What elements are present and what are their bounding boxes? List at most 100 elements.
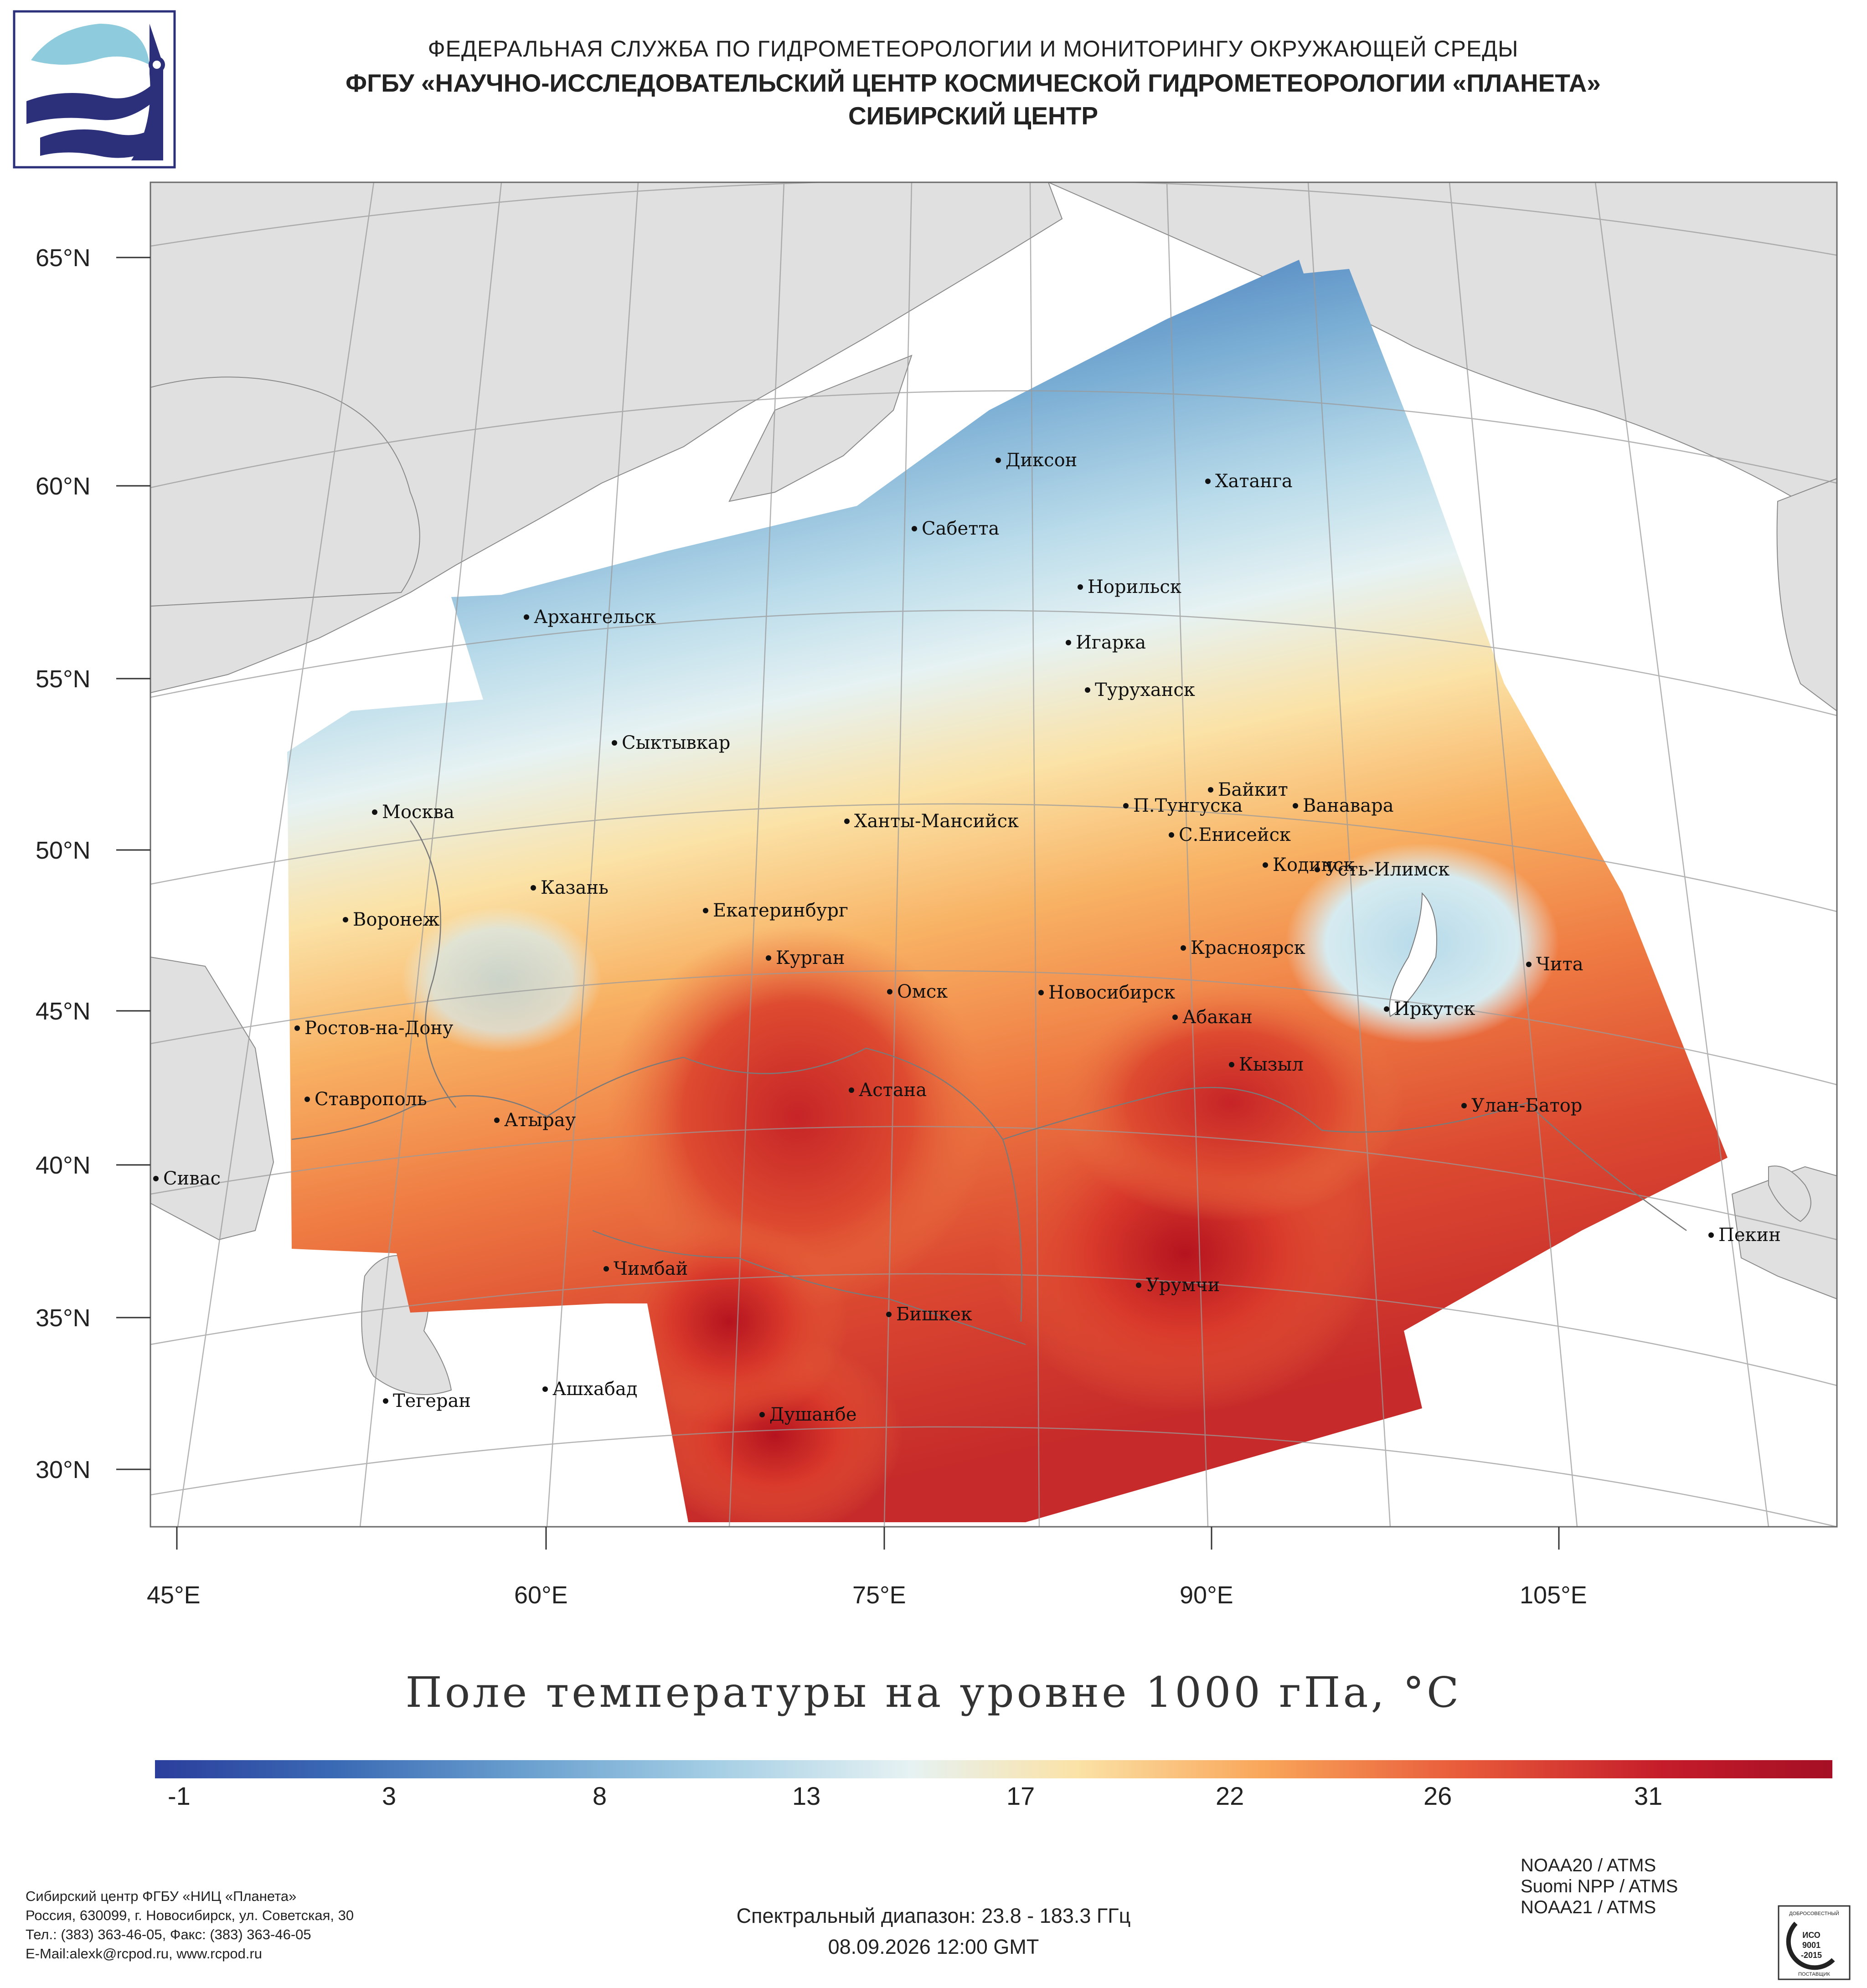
city-label: С.Енисейск xyxy=(1179,824,1291,845)
city-marker xyxy=(1293,803,1298,809)
city-label: Пекин xyxy=(1718,1225,1781,1246)
city-label: Байкит xyxy=(1218,779,1288,800)
iso-top-text: ДОБРОСОВЕСТНЫЙ xyxy=(1789,1911,1839,1916)
city-marker xyxy=(1526,962,1532,967)
city-label: Чимбай xyxy=(614,1258,688,1279)
spectral-range: Спектральный диапазон: 23.8 - 183.3 ГГц xyxy=(736,1904,1131,1927)
city-markers: Диксон Хатанга Сабетта Норильск Архангельск И… xyxy=(153,450,1781,1425)
city-label: Абакан xyxy=(1182,1007,1253,1028)
city-marker xyxy=(759,1412,765,1417)
city-marker xyxy=(304,1097,310,1102)
city-marker xyxy=(1205,479,1211,484)
header-center: СИБИРСКИЙ ЦЕНТР xyxy=(848,102,1099,130)
colorbar-tick: 26 xyxy=(1423,1782,1452,1810)
lat-label-60: 60°N xyxy=(36,473,91,500)
city-label: Кызыл xyxy=(1239,1054,1304,1075)
city-label: Красноярск xyxy=(1191,937,1305,958)
org-name: Сибирский центр ФГБУ «НИЦ «Планета» xyxy=(26,1888,297,1904)
city-marker xyxy=(383,1398,388,1404)
city-marker xyxy=(1136,1282,1141,1288)
city-marker xyxy=(612,740,617,746)
city-label: Ашхабад xyxy=(552,1379,637,1400)
city-marker xyxy=(294,1025,300,1031)
city-marker xyxy=(542,1386,548,1392)
city-label: Душанбе xyxy=(769,1404,857,1425)
city-label: Воронеж xyxy=(353,909,439,930)
city-marker xyxy=(153,1176,159,1181)
city-label: Улан-Батор xyxy=(1471,1095,1582,1116)
city-label: Урумчи xyxy=(1146,1275,1220,1296)
iso-l1: ИСО xyxy=(1802,1931,1821,1940)
city-marker xyxy=(995,458,1001,463)
city-label: Бишкек xyxy=(896,1304,972,1325)
organization-info: Сибирский центр ФГБУ «НИЦ «Планета» Росс… xyxy=(26,1887,354,1963)
city-marker xyxy=(1078,584,1083,590)
city-marker xyxy=(1181,945,1186,951)
city-marker xyxy=(372,809,377,815)
colorbar-ticks: -1 3 8 13 17 22 26 31 xyxy=(168,1782,1662,1810)
temperature-map: 65°N 60°N 55°N 50°N 45°N 40°N 35°N 30°N … xyxy=(36,181,1838,1609)
lat-label-45: 45°N xyxy=(36,998,91,1025)
satellite-list: NOAA20 / ATMS Suomi NPP / ATMS NOAA21 / … xyxy=(1521,1855,1678,1918)
city-marker xyxy=(1123,803,1129,809)
lat-label-50: 50°N xyxy=(36,837,91,864)
colorbar-tick: 17 xyxy=(1006,1782,1035,1810)
org-address: Россия, 630099, г. Новосибирск, ул. Сове… xyxy=(26,1907,354,1923)
city-marker xyxy=(703,908,708,913)
longitude-labels: 45°E 60°E 75°E 90°E 105°E xyxy=(147,1581,1587,1609)
city-label: Сыктывкар xyxy=(622,732,730,753)
city-label: Омск xyxy=(897,981,948,1002)
city-marker xyxy=(1066,640,1071,645)
observation-datetime: 08.09.2026 12:00 GMT xyxy=(828,1935,1039,1958)
colorbar-tick: 3 xyxy=(382,1782,396,1810)
org-email: E-Mail:alexk@rcpod.ru, www.rcpod.ru xyxy=(26,1946,263,1962)
latitude-labels: 65°N 60°N 55°N 50°N 45°N 40°N 35°N 30°N xyxy=(36,244,91,1483)
city-marker xyxy=(1229,1062,1234,1067)
city-label: Ростов-на-Дону xyxy=(304,1018,454,1039)
colorbar-tick: -1 xyxy=(168,1782,191,1810)
city-label: Ванавара xyxy=(1303,795,1394,816)
city-label: Екатеринбург xyxy=(713,900,848,921)
city-label: Ханты-Мансийск xyxy=(854,811,1019,832)
city-label: Архангельск xyxy=(534,607,656,628)
city-marker xyxy=(1708,1232,1714,1238)
city-marker xyxy=(1169,832,1174,838)
city-marker xyxy=(1208,787,1213,793)
city-label: Курган xyxy=(776,948,845,968)
city-marker xyxy=(603,1266,609,1272)
city-marker xyxy=(1461,1103,1467,1108)
city-marker xyxy=(1085,687,1090,693)
city-marker xyxy=(886,1312,892,1317)
city-label: Атырау xyxy=(504,1110,576,1131)
city-label: Игарка xyxy=(1076,632,1146,653)
iso-certificate-badge: ДОБРОСОВЕСТНЫЙ ИСО 9001 -2015 ПОСТАВЩИК xyxy=(1778,1905,1851,1980)
header-agency: ФЕДЕРАЛЬНАЯ СЛУЖБА ПО ГИДРОМЕТЕОРОЛОГИИ … xyxy=(428,36,1519,62)
iso-bottom-text: ПОСТАВЩИК xyxy=(1798,1972,1830,1977)
city-marker xyxy=(1315,867,1320,872)
lat-label-65: 65°N xyxy=(36,244,91,272)
city-marker xyxy=(766,955,771,961)
city-label: Туруханск xyxy=(1095,680,1195,700)
lon-label-105: 105°E xyxy=(1520,1581,1587,1609)
iso-l2: 9001 xyxy=(1802,1941,1821,1950)
lat-label-40: 40°N xyxy=(36,1152,91,1179)
city-label: Казань xyxy=(541,877,609,898)
city-label: Сивас xyxy=(163,1168,221,1189)
city-label: Тегеран xyxy=(393,1391,471,1411)
city-marker xyxy=(887,989,892,994)
map-title: Поле температуры на уровне 1000 гПа, °С xyxy=(405,1668,1462,1717)
city-marker xyxy=(1038,990,1044,995)
city-label: Иркутск xyxy=(1394,999,1475,1020)
city-marker xyxy=(524,614,529,620)
lon-label-45: 45°E xyxy=(147,1581,201,1609)
lat-label-35: 35°N xyxy=(36,1304,91,1332)
city-label: Новосибирск xyxy=(1048,982,1175,1003)
satellite-item: Suomi NPP / ATMS xyxy=(1521,1876,1678,1896)
city-label: Норильск xyxy=(1088,577,1181,597)
city-label: Ставрополь xyxy=(315,1089,427,1110)
colorbar-tick: 8 xyxy=(593,1782,607,1810)
city-label: Сабетта xyxy=(922,518,999,539)
satellite-item: NOAA20 / ATMS xyxy=(1521,1855,1656,1875)
city-marker xyxy=(844,819,850,824)
city-marker xyxy=(494,1118,500,1123)
